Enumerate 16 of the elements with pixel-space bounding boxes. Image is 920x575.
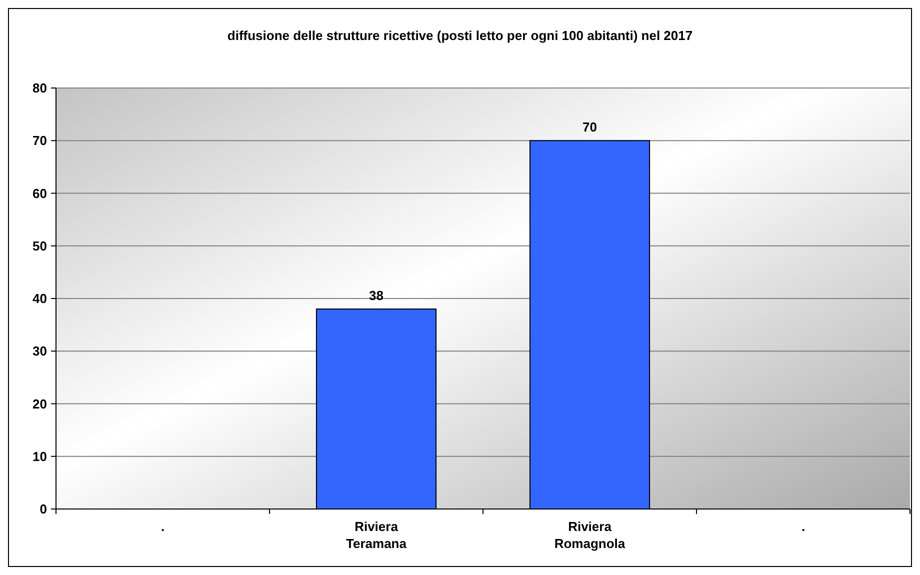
y-tick-label: 40 xyxy=(32,291,47,306)
x-tick-label: . xyxy=(801,519,806,534)
y-tick-label: 50 xyxy=(32,238,47,254)
y-tick-label: 30 xyxy=(32,344,47,359)
x-tick-label: . xyxy=(160,519,165,534)
y-tick-label: 60 xyxy=(32,186,47,201)
y-tick-label: 80 xyxy=(32,80,47,96)
y-tick-label: 0 xyxy=(40,502,47,517)
y-tick-label: 70 xyxy=(32,133,47,148)
x-tick-label: Riviera Teramana xyxy=(346,519,408,551)
x-tick-label: Riviera Romagnola xyxy=(554,519,626,551)
y-tick-label: 20 xyxy=(32,396,47,412)
chart-title: diffusione delle strutture ricettive (posti letto per ogni 100 abitanti) nel 2017 xyxy=(227,28,693,43)
data-label: 38 xyxy=(369,288,384,304)
data-label: 70 xyxy=(582,120,597,135)
y-tick-label: 10 xyxy=(32,448,47,464)
